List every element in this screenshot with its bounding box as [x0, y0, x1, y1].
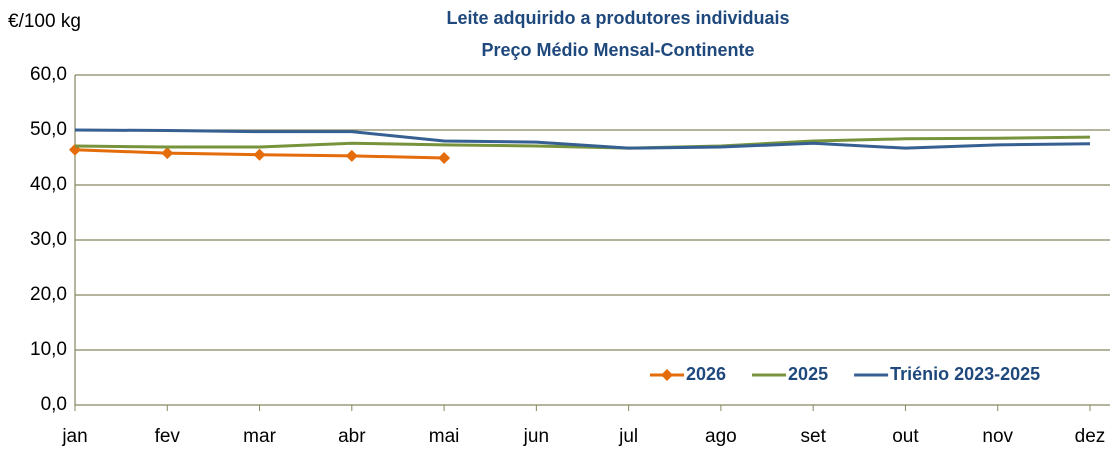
x-tick-label: mar [243, 426, 276, 447]
x-tick-label: ago [705, 426, 737, 447]
legend-label: 2025 [788, 364, 828, 384]
x-tick-label: jan [61, 426, 87, 447]
legend-marker [661, 369, 673, 381]
x-tick-label: set [801, 426, 827, 447]
x-tick-label: jul [618, 426, 638, 447]
y-tick-label: 60,0 [30, 64, 67, 85]
data-point [253, 148, 266, 161]
y-tick-label: 30,0 [30, 229, 67, 250]
y-tick-label: 40,0 [30, 174, 67, 195]
y-tick-label: 10,0 [30, 339, 67, 360]
x-tick-label: out [892, 426, 919, 447]
legend-label: Triénio 2023-2025 [890, 364, 1040, 384]
data-point [438, 152, 451, 165]
chart-subtitle: Preço Médio Mensal-Continente [481, 40, 754, 60]
y-tick-label: 50,0 [30, 119, 67, 140]
x-tick-label: mai [429, 426, 460, 447]
x-tick-label: fev [155, 426, 181, 447]
series-line [74, 128, 1091, 150]
series-line [74, 135, 1091, 150]
legend-label: 2026 [686, 364, 726, 384]
x-tick-label: nov [982, 426, 1013, 447]
y-tick-label: 20,0 [30, 284, 67, 305]
x-tick-label: abr [338, 426, 366, 447]
y-axis-label: €/100 kg [8, 11, 81, 32]
y-tick-label: 0,0 [41, 394, 67, 415]
chart-title: Leite adquirido a produtores individuais [446, 8, 789, 28]
x-tick-label: jun [523, 426, 549, 447]
data-point [345, 149, 358, 162]
data-point [161, 147, 174, 160]
x-tick-label: dez [1075, 426, 1106, 447]
